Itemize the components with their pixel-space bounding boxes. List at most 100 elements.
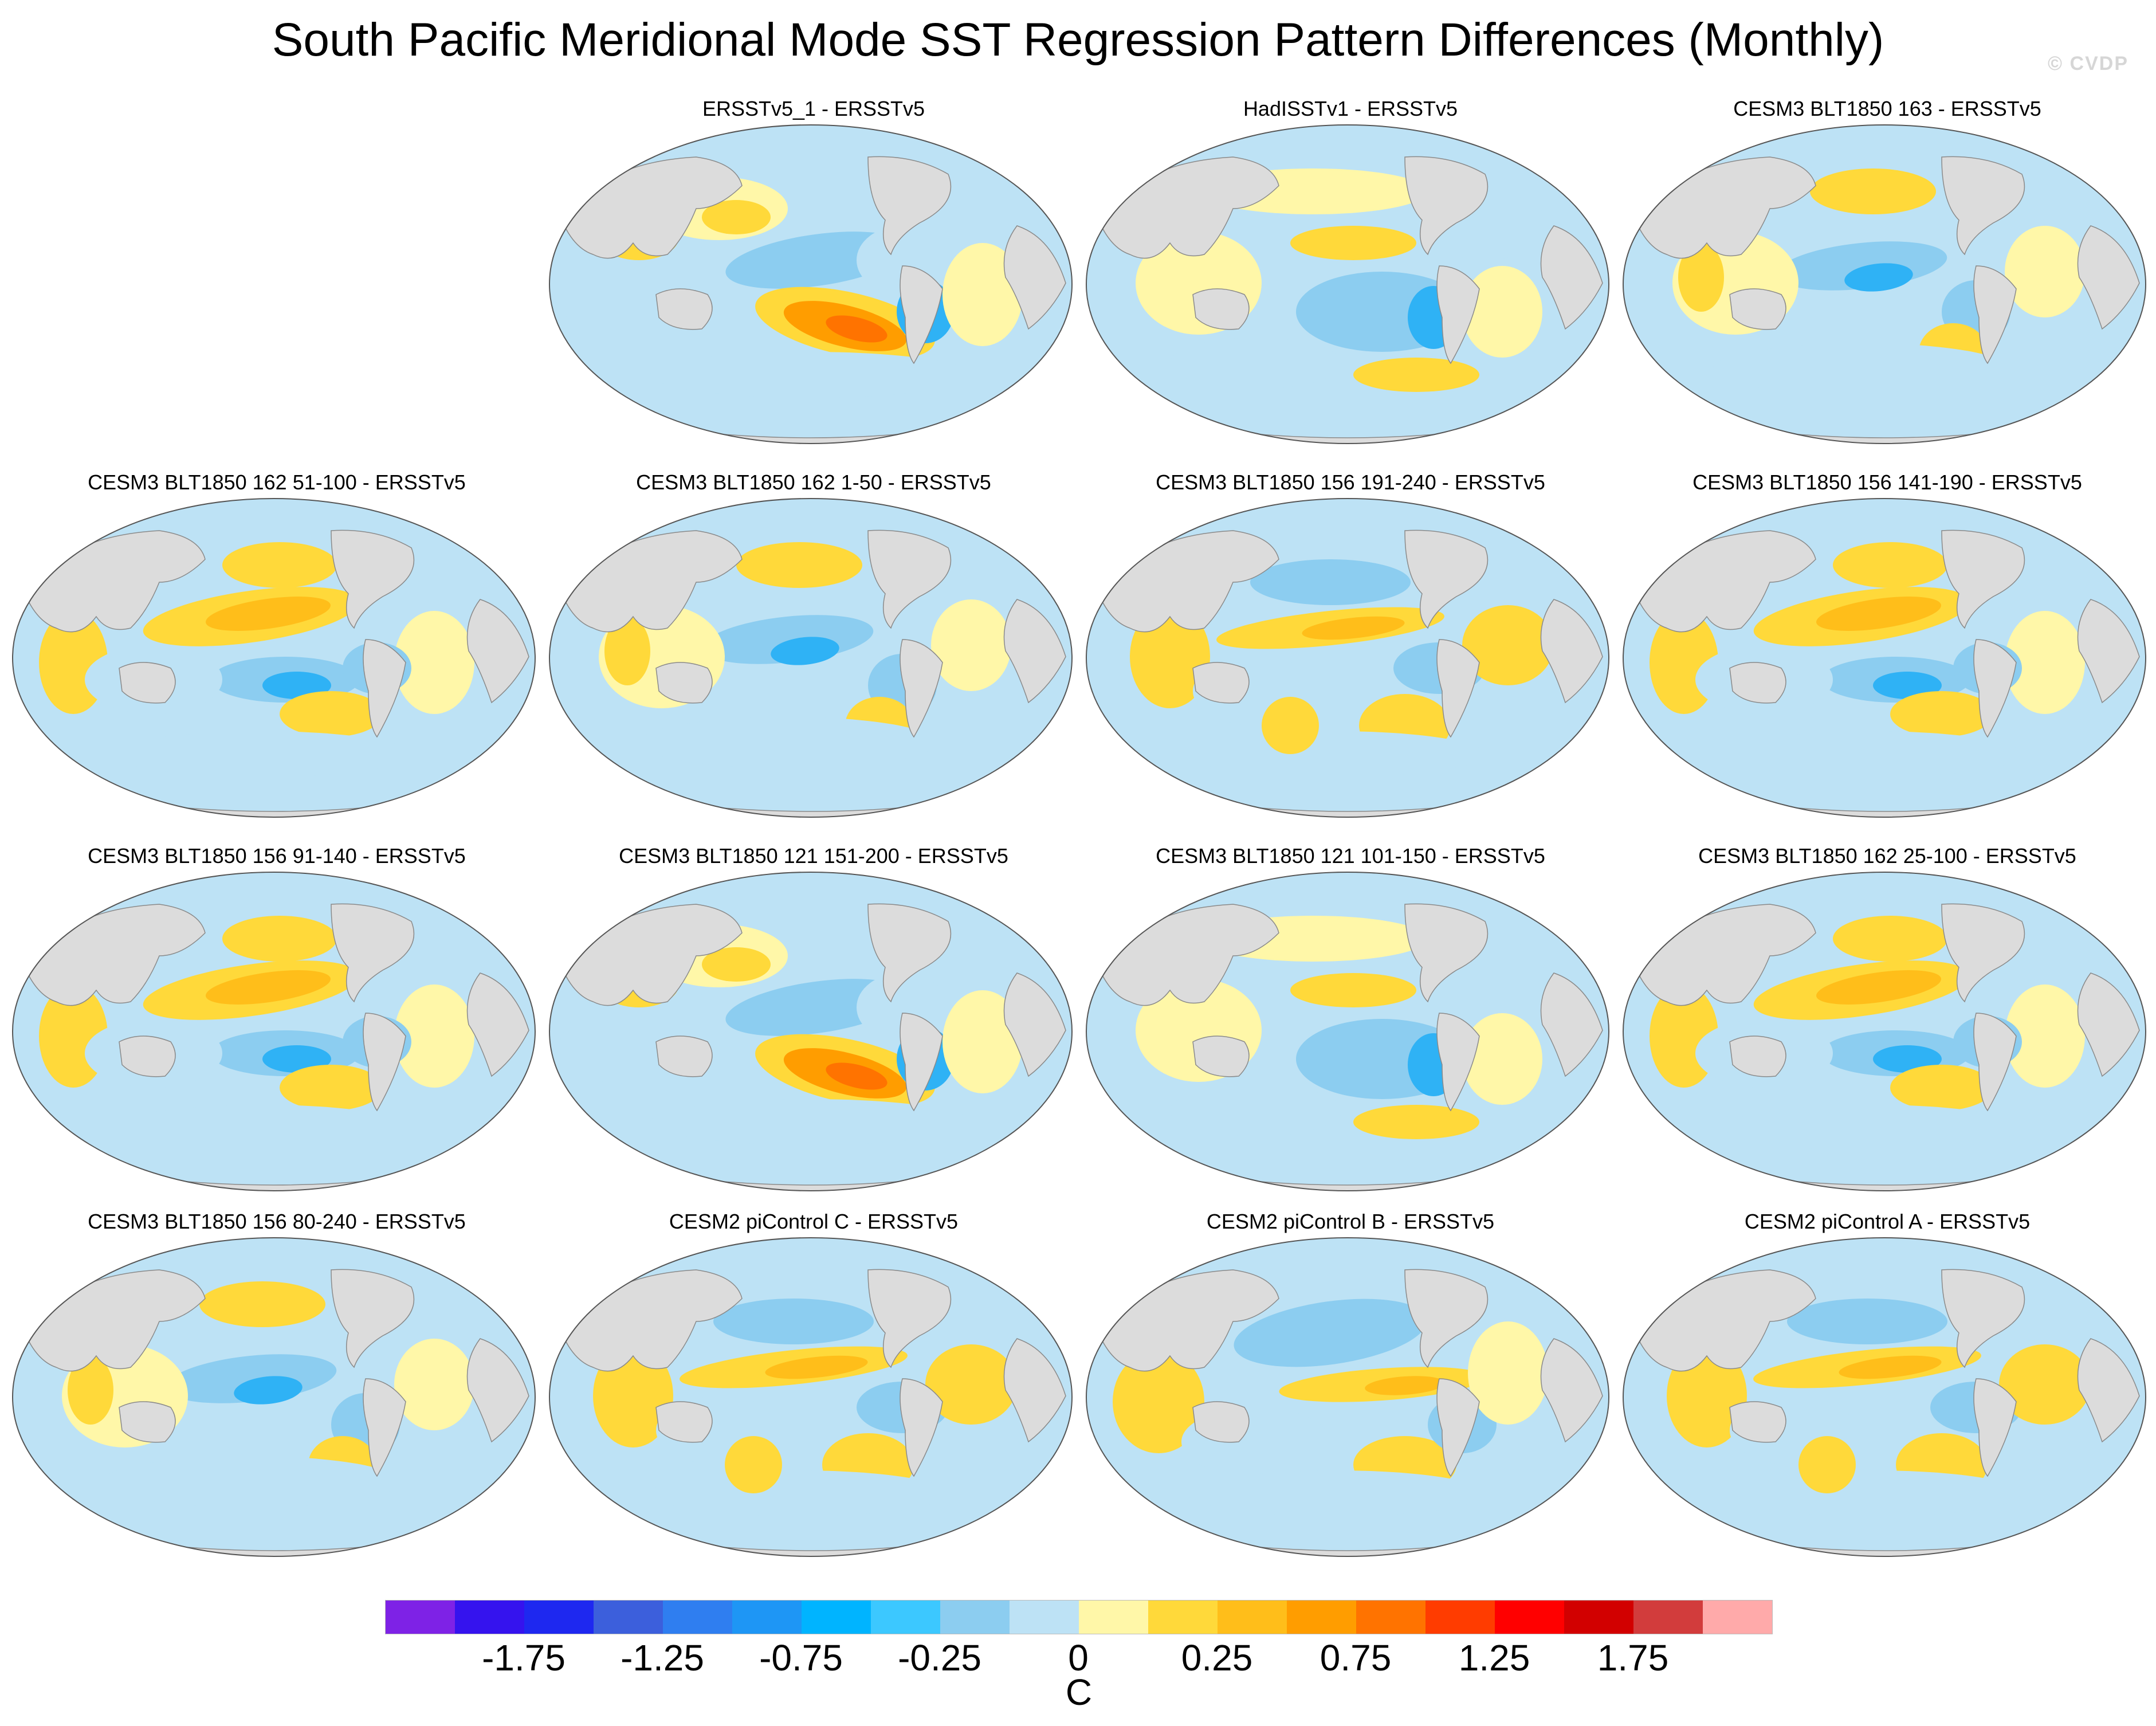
map-border [1086,872,1609,1191]
anomaly-region [394,1339,474,1430]
anomaly-region [280,1065,383,1111]
colorbar-swatch [1564,1601,1633,1634]
anomaly-region [1462,605,1554,685]
colorbar-swatch [732,1601,802,1634]
anomaly-region [1816,970,1941,1005]
landmass [363,1013,406,1112]
anomaly-region [262,1045,331,1073]
landmass [363,1378,406,1477]
colorbar-swatch [1148,1601,1218,1634]
landmass [900,1013,943,1112]
landmass [1941,903,2025,1003]
anomaly-region [650,1470,948,1516]
map-border [1623,872,2146,1191]
landmass [1003,972,1066,1077]
anomaly-region [1365,1376,1445,1395]
colorbar-units: C [1065,1672,1093,1713]
landmass [2077,972,2140,1077]
sst-map [1086,872,1609,1191]
anomaly-region [925,1344,1017,1425]
anomaly-region [1113,1350,1204,1453]
map-border [1086,124,1609,444]
panel-title: ERSSTv5_1 - ERSSTv5 [702,97,925,120]
panel-title: CESM2 piControl B - ERSSTv5 [1206,1210,1495,1233]
anomaly-region [1833,542,1947,588]
landmass [331,1269,415,1368]
anomaly-region [394,611,474,714]
landmass [466,599,529,704]
map-panel: HadISSTv1 - ERSSTv5 [1084,96,1617,452]
map-panel: CESM2 piControl B - ERSSTv5 [1084,1209,1617,1564]
map-border [549,124,1073,444]
sst-map [1623,124,2146,444]
colorbar-tick-label: 1.25 [1458,1637,1530,1678]
anomaly-region [262,672,331,699]
map-border [1086,1237,1609,1557]
anomaly-region [1462,1013,1542,1105]
map-border [1086,498,1609,818]
colorbar-swatch [1633,1601,1703,1634]
map-border [12,1237,536,1557]
landmass [119,1035,176,1077]
panel-title: CESM3 BLT1850 162 1-50 - ERSSTv5 [636,470,991,494]
anomaly-region [1262,697,1319,754]
landmass [2077,599,2140,704]
panel-title: CESM3 BLT1850 162 25-100 - ERSSTv5 [1698,844,2076,868]
colorbar-swatch [1287,1601,1356,1634]
map-panel: CESM3 BLT1850 162 25-100 - ERSSTv5 [1621,844,2154,1199]
map-panel: CESM3 BLT1850 156 191-240 - ERSSTv5 [1084,470,1617,825]
anomaly-region [1787,1299,1947,1344]
colorbar-swatch [524,1601,594,1634]
landmass [1973,1013,2017,1112]
anomaly-region [1462,266,1542,358]
map-panel: ERSSTv5_1 - ERSSTv5 [547,96,1080,452]
anomaly-region [1302,616,1405,640]
panel-title: CESM3 BLT1850 121 151-200 - ERSSTv5 [619,844,1008,868]
landmass [1973,265,2017,364]
landmass [1436,1013,1480,1112]
anomaly-region [102,1456,400,1508]
anomaly-region [702,200,771,234]
landmass [1540,599,1603,704]
anomaly-region [222,916,337,962]
anomaly-region [650,352,971,398]
colorbar-swatch [455,1601,524,1634]
landmass [1003,225,1066,330]
landmass [1973,1378,2017,1477]
landmass [900,1378,943,1477]
anomaly-region [826,1062,887,1090]
anomaly-region [1187,731,1485,777]
figure-title: South Pacific Meridional Mode SST Regres… [272,14,1884,66]
landmass [1404,903,1489,1003]
colorbar-swatch [871,1601,940,1634]
landmass [655,1401,713,1443]
sst-map [1623,872,2146,1191]
anomaly-region [1234,1299,1427,1367]
map-border [1623,498,2146,818]
sst-map [1623,1237,2146,1557]
colorbar-tick-label: 0.75 [1319,1637,1392,1678]
map-panel: CESM3 BLT1850 162 1-50 - ERSSTv5 [547,470,1080,825]
anomaly-region [68,1356,113,1425]
landmass [1192,662,1250,704]
landmass [1540,225,1603,330]
colorbar-tick-label: 1.75 [1597,1637,1669,1678]
anomaly-region [113,731,411,777]
colorbar-swatch [1010,1601,1079,1634]
colorbar-swatch [1703,1601,1772,1634]
anomaly-region [1353,1105,1479,1139]
landmass [1729,662,1786,704]
anomaly-region [931,599,1011,691]
landmass [867,156,952,256]
anomaly-region [1468,1321,1548,1425]
landmass [1003,599,1066,704]
sst-map [549,124,1073,444]
colorbar-tick-label: -0.75 [759,1637,843,1678]
anomaly-region [1798,1436,1856,1493]
landmass [1729,288,1786,330]
sst-map [1623,498,2146,818]
anomaly-region [736,542,862,588]
map-panel: CESM3 BLT1850 162 51-100 - ERSSTv5 [10,470,543,825]
panel-title: HadISSTv1 - ERSSTv5 [1243,97,1458,120]
anomaly-region [1873,1045,1942,1073]
